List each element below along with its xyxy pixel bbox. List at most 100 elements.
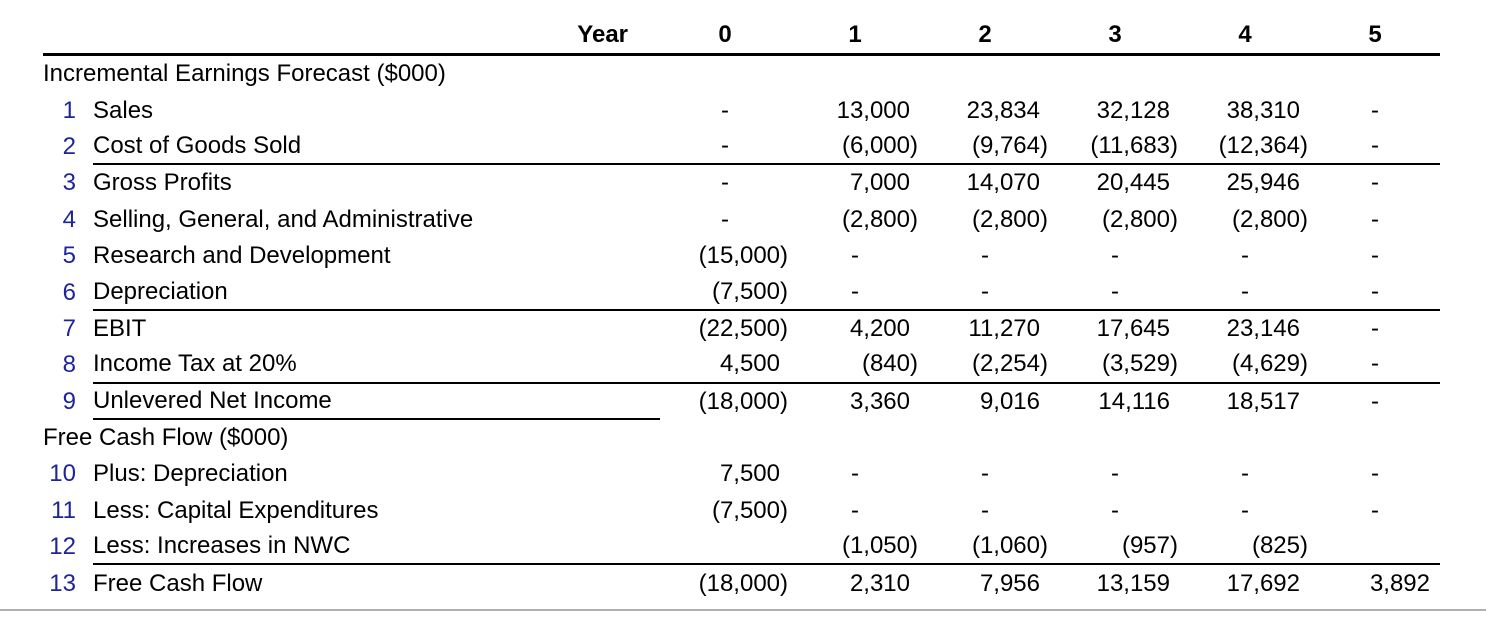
value-cell: - xyxy=(1111,496,1119,524)
value-cell: (2,254) xyxy=(971,350,1048,378)
row-label: Research and Development xyxy=(93,242,391,270)
value-cell: - xyxy=(1371,205,1379,233)
value-cell: 25,946 xyxy=(1226,169,1300,197)
row-number: 5 xyxy=(62,242,76,270)
row-number: 2 xyxy=(62,132,76,160)
row-number: 13 xyxy=(49,569,76,597)
value-cell: - xyxy=(1241,496,1249,524)
row-label: Less: Increases in NWC xyxy=(93,532,351,560)
value-cell: (7,500) xyxy=(711,277,788,305)
row-label: EBIT xyxy=(93,314,147,342)
value-cell xyxy=(1310,529,1440,563)
value-cell: 9,016 xyxy=(979,387,1040,415)
row-number: 6 xyxy=(62,278,76,306)
table-row: 6 Depreciation (7,500) - - - - - xyxy=(43,274,1440,311)
table-row: 3 Gross Profits - 7,000 14,070 20,445 25,946 - xyxy=(43,165,1440,201)
value-cell: - xyxy=(1371,277,1379,305)
value-cell: 13,000 xyxy=(836,96,910,124)
value-cell: 4,200 xyxy=(849,314,910,342)
table-row: 10 Plus: Depreciation 7,500 - - - - - xyxy=(43,456,1440,492)
row-body: Sales - 13,000 23,834 32,128 38,310 - xyxy=(93,92,1440,128)
row-body: Gross Profits - 7,000 14,070 20,445 25,946 - xyxy=(93,165,1440,201)
row-label: Cost of Goods Sold xyxy=(93,131,302,159)
value-cell: 20,445 xyxy=(1096,169,1170,197)
value-cell: - xyxy=(721,169,729,197)
table-row: 8 Income Tax at 20% 4,500 (840) (2,254) (3,52… xyxy=(43,347,1440,384)
value-cell: - xyxy=(1241,242,1249,270)
row-number: 7 xyxy=(62,314,76,342)
row-body: Selling, General, and Administrative - (2,… xyxy=(93,202,1440,238)
year-column-header: 1 xyxy=(848,21,862,48)
value-cell: - xyxy=(1371,131,1379,159)
value-cell: (3,529) xyxy=(1101,350,1178,378)
row-number: 8 xyxy=(62,351,76,379)
value-cell: 23,146 xyxy=(1226,314,1300,342)
value-cell: - xyxy=(981,496,989,524)
year-column-header: 2 xyxy=(978,21,992,48)
row-label: Income Tax at 20% xyxy=(93,350,297,378)
value-cell: (4,629) xyxy=(1231,350,1308,378)
value-cell: 38,310 xyxy=(1226,96,1300,124)
table-row: 13 Free Cash Flow (18,000) 2,310 7,956 13,159… xyxy=(43,565,1440,601)
value-cell: (6,000) xyxy=(841,131,918,159)
value-cell: (11,683) xyxy=(1090,131,1178,159)
value-cell: - xyxy=(981,277,989,305)
row-label: Free Cash Flow xyxy=(93,569,263,597)
table-row: 9 Unlevered Net Income (18,000) 3,360 9,016 1… xyxy=(43,384,1440,420)
value-cell: (2,800) xyxy=(841,205,918,233)
section-title-row: Incremental Earnings Forecast ($000) xyxy=(43,56,1440,92)
value-cell: 11,270 xyxy=(968,314,1040,342)
value-cell: 7,500 xyxy=(719,460,780,488)
value-cell: (18,000) xyxy=(698,569,788,597)
value-cell: - xyxy=(1371,387,1379,415)
table-row: 1 Sales - 13,000 23,834 32,128 38,310 - xyxy=(43,92,1440,128)
value-cell: - xyxy=(1111,460,1119,488)
row-label: Less: Capital Expenditures xyxy=(93,496,379,524)
value-cell: - xyxy=(721,131,729,159)
value-cell: 23,834 xyxy=(966,96,1040,124)
value-cell: - xyxy=(1371,96,1379,124)
row-label: Unlevered Net Income xyxy=(93,384,660,420)
row-body: Plus: Depreciation 7,500 - - - - - xyxy=(93,456,1440,492)
value-cell: - xyxy=(851,496,859,524)
year-column-header: 4 xyxy=(1238,21,1252,48)
table-row: 5 Research and Development (15,000) - - - - - xyxy=(43,238,1440,274)
value-cell: 13,159 xyxy=(1096,569,1170,597)
row-body: Free Cash Flow (18,000) 2,310 7,956 13,159 17… xyxy=(93,565,1440,601)
value-cell: (840) xyxy=(861,350,918,378)
value-cell: (9,764) xyxy=(971,131,1048,159)
year-column-header: 3 xyxy=(1108,21,1122,48)
value-cell: - xyxy=(1371,350,1379,378)
value-cell: 7,000 xyxy=(849,169,910,197)
row-body: Less: Increases in NWC (1,050) (1,060) (957… xyxy=(93,529,1440,566)
value-cell: - xyxy=(1371,242,1379,270)
value-cell: (7,500) xyxy=(711,496,788,524)
value-cell: - xyxy=(981,460,989,488)
row-body: Research and Development (15,000) - - - - - xyxy=(93,238,1440,274)
row-label: Depreciation xyxy=(93,277,228,305)
value-cell: - xyxy=(1111,277,1119,305)
row-body: Depreciation (7,500) - - - - - xyxy=(93,274,1440,311)
row-number: 4 xyxy=(62,205,76,233)
row-label: Selling, General, and Administrative xyxy=(93,205,474,233)
value-cell: - xyxy=(1371,314,1379,342)
row-number: 10 xyxy=(49,460,76,488)
value-cell: - xyxy=(721,96,729,124)
bottom-separator xyxy=(0,609,1486,611)
section-title-row: Free Cash Flow ($000) xyxy=(43,420,1440,456)
value-cell: 2,310 xyxy=(849,569,910,597)
row-number: 3 xyxy=(62,169,76,197)
value-cell: (2,800) xyxy=(1231,205,1308,233)
value-cell xyxy=(660,529,790,563)
value-cell: 4,500 xyxy=(719,350,780,378)
row-body: Less: Capital Expenditures (7,500) - - - - - xyxy=(93,493,1440,529)
value-cell: (22,500) xyxy=(698,314,788,342)
section-title: Free Cash Flow ($000) xyxy=(43,424,289,452)
row-number-spacer xyxy=(43,17,93,53)
row-label: Gross Profits xyxy=(93,169,232,197)
value-cell: 17,692 xyxy=(1226,569,1300,597)
row-number: 1 xyxy=(62,96,76,124)
value-cell: 32,128 xyxy=(1096,96,1170,124)
value-cell: 17,645 xyxy=(1096,314,1170,342)
value-cell: - xyxy=(1371,496,1379,524)
